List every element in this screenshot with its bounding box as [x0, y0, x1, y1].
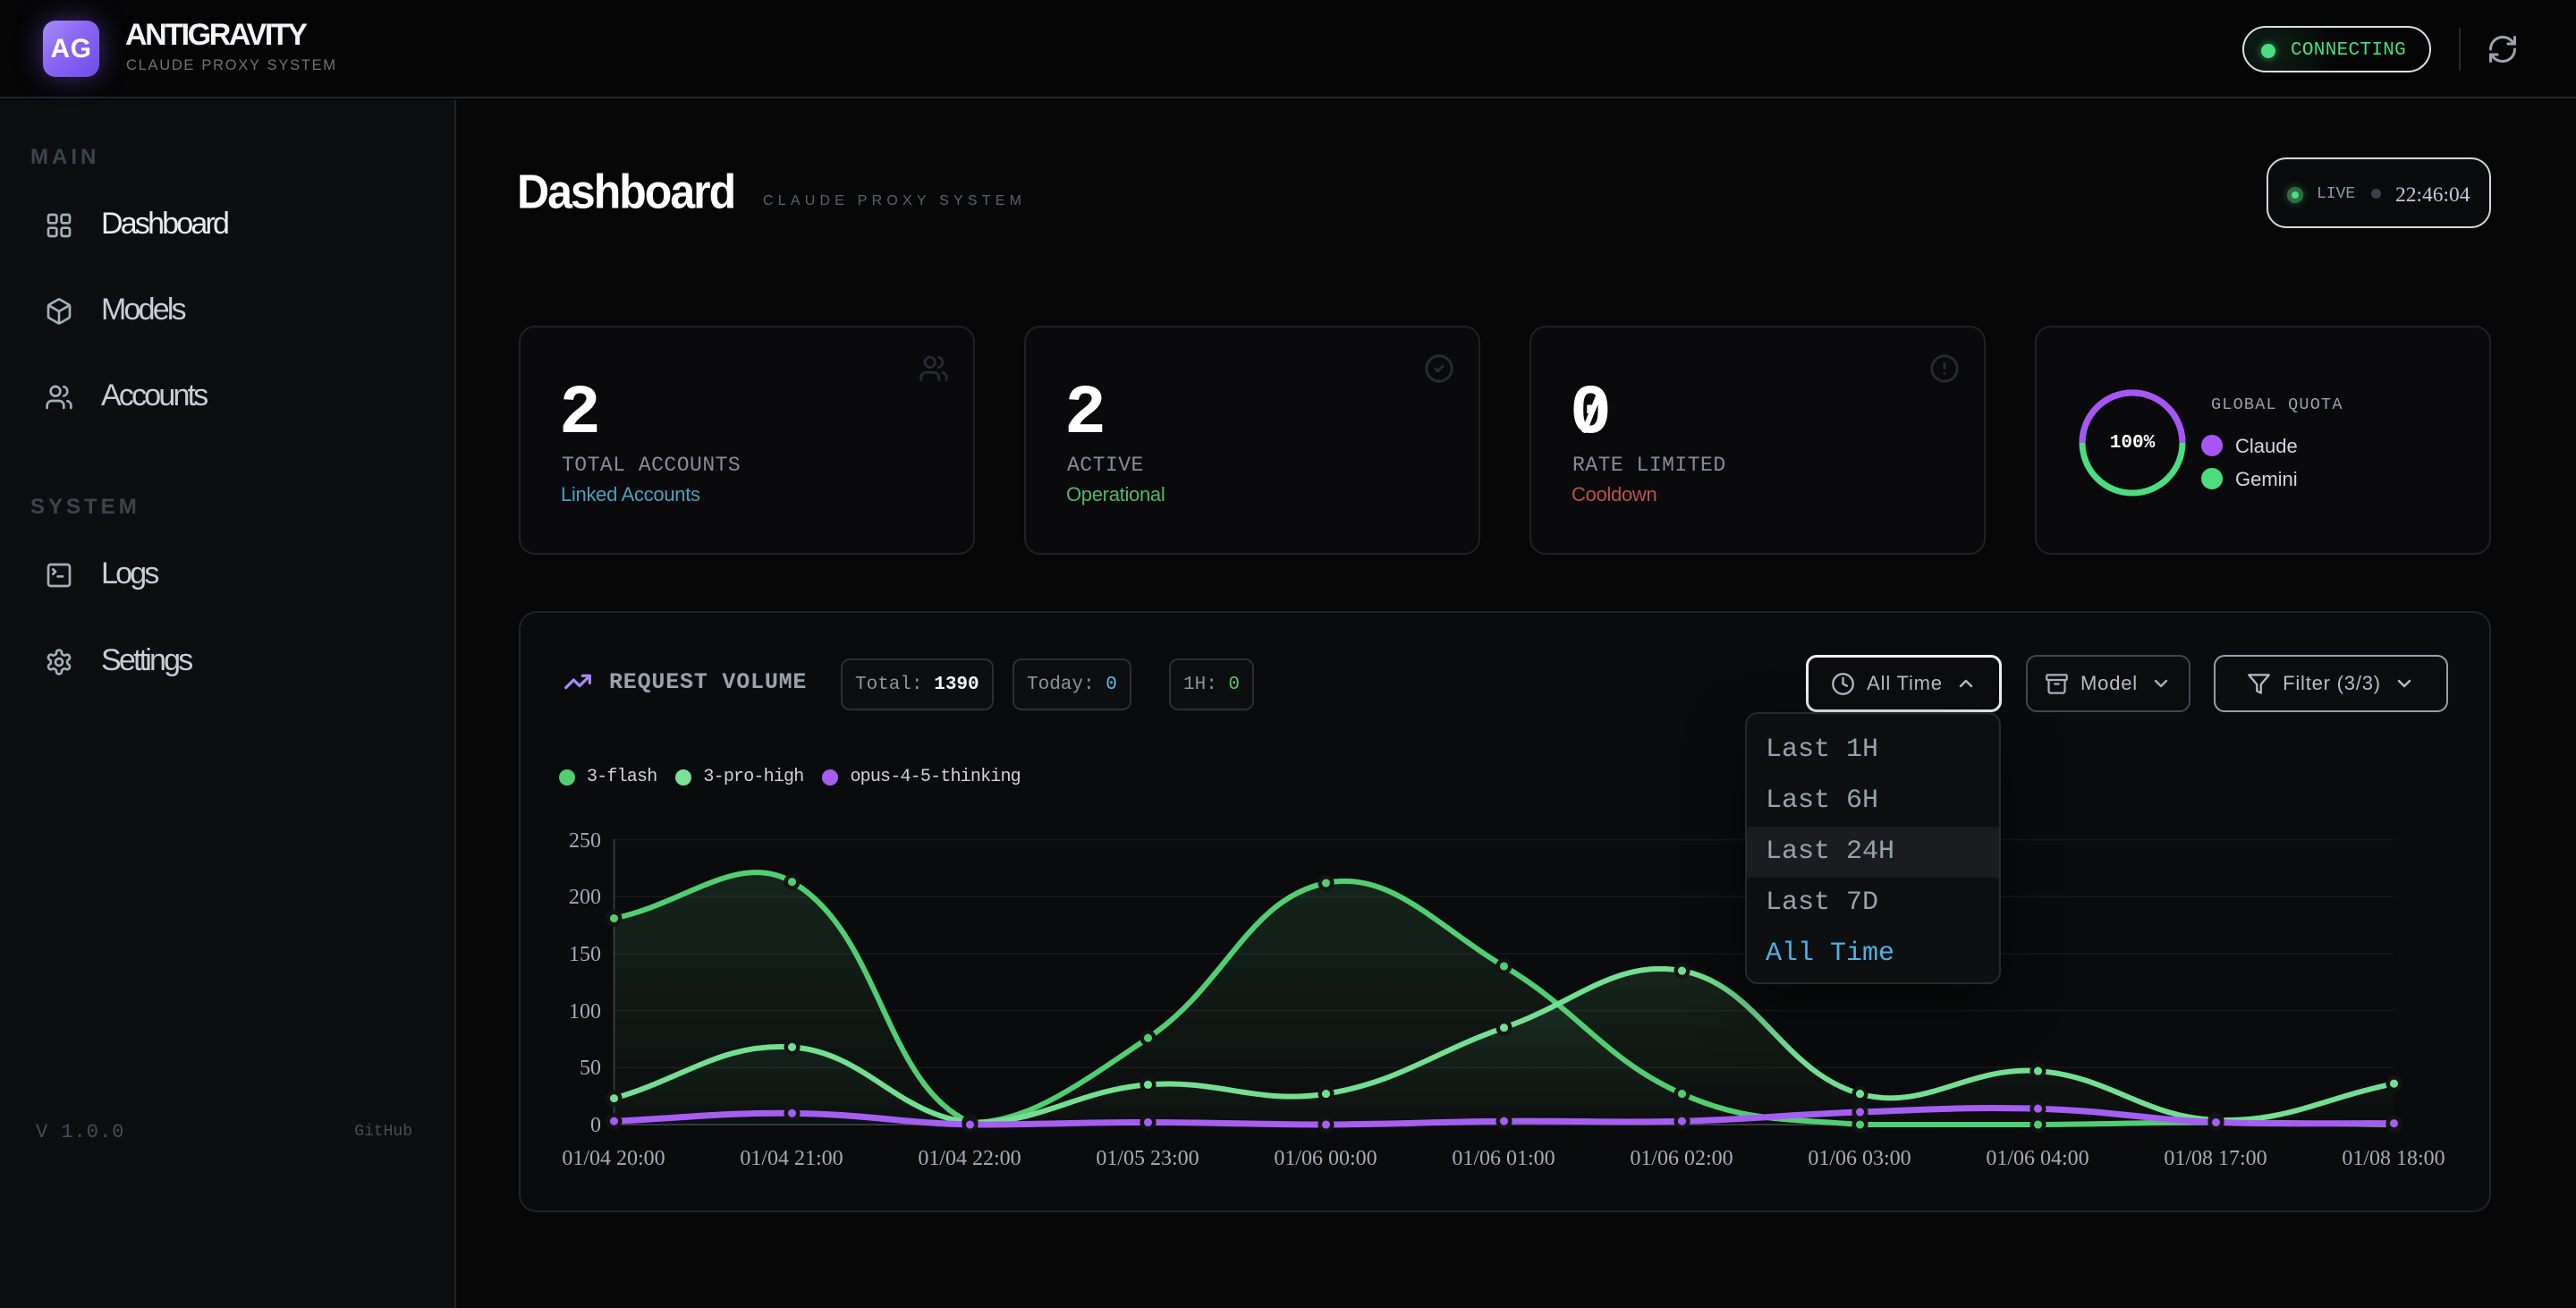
svg-text:01/08 17:00: 01/08 17:00 [2164, 1147, 2267, 1170]
svg-text:50: 50 [580, 1057, 601, 1080]
svg-text:200: 200 [569, 886, 601, 909]
svg-text:01/06 01:00: 01/06 01:00 [1452, 1147, 1555, 1170]
svg-text:01/04 21:00: 01/04 21:00 [740, 1147, 843, 1170]
svg-text:01/06 03:00: 01/06 03:00 [1808, 1147, 1911, 1170]
svg-text:01/06 04:00: 01/06 04:00 [1986, 1147, 2089, 1170]
svg-text:0: 0 [590, 1114, 601, 1137]
svg-text:01/08 18:00: 01/08 18:00 [2342, 1147, 2445, 1170]
svg-text:250: 250 [569, 829, 601, 853]
svg-text:100: 100 [569, 1000, 601, 1023]
svg-text:01/04 20:00: 01/04 20:00 [562, 1147, 665, 1170]
svg-text:01/06 02:00: 01/06 02:00 [1630, 1147, 1733, 1170]
svg-text:01/05 23:00: 01/05 23:00 [1096, 1147, 1199, 1170]
svg-text:150: 150 [569, 943, 601, 966]
svg-text:01/04 22:00: 01/04 22:00 [918, 1147, 1021, 1170]
svg-text:01/06 00:00: 01/06 00:00 [1274, 1147, 1377, 1170]
